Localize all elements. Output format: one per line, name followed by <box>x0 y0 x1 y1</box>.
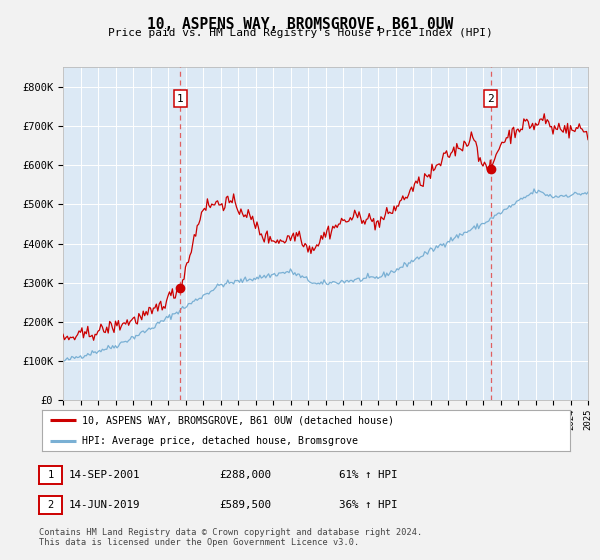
Text: 36% ↑ HPI: 36% ↑ HPI <box>339 500 397 510</box>
Text: £288,000: £288,000 <box>219 470 271 480</box>
Text: 1: 1 <box>47 470 53 480</box>
Text: 14-SEP-2001: 14-SEP-2001 <box>69 470 140 480</box>
Text: 61% ↑ HPI: 61% ↑ HPI <box>339 470 397 480</box>
Text: HPI: Average price, detached house, Bromsgrove: HPI: Average price, detached house, Brom… <box>82 436 358 446</box>
Text: 10, ASPENS WAY, BROMSGROVE, B61 0UW: 10, ASPENS WAY, BROMSGROVE, B61 0UW <box>147 17 453 32</box>
Text: Contains HM Land Registry data © Crown copyright and database right 2024.
This d: Contains HM Land Registry data © Crown c… <box>39 528 422 547</box>
Text: 2: 2 <box>487 94 494 104</box>
Text: Price paid vs. HM Land Registry's House Price Index (HPI): Price paid vs. HM Land Registry's House … <box>107 28 493 38</box>
Text: £589,500: £589,500 <box>219 500 271 510</box>
Text: 2: 2 <box>47 500 53 510</box>
Text: 1: 1 <box>177 94 184 104</box>
Text: 14-JUN-2019: 14-JUN-2019 <box>69 500 140 510</box>
Text: 10, ASPENS WAY, BROMSGROVE, B61 0UW (detached house): 10, ASPENS WAY, BROMSGROVE, B61 0UW (det… <box>82 415 394 425</box>
